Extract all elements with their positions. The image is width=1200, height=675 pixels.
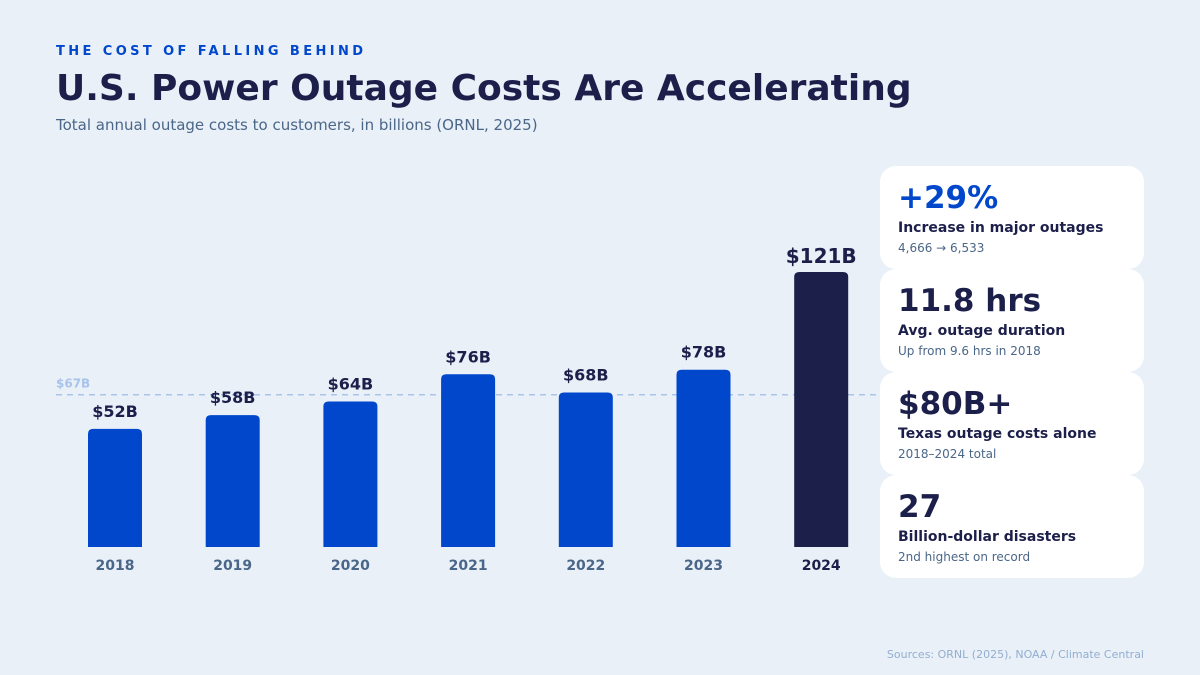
category-label: 2023 — [684, 558, 723, 574]
stat-note: Up from 9.6 hrs in 2018 — [898, 344, 1041, 358]
page-title: U.S. Power Outage Costs Are Accelerating — [56, 68, 912, 109]
bar-value-label: $68B — [563, 365, 609, 384]
stat-card-texas: $80B+ Texas outage costs alone 2018–2024… — [880, 372, 1144, 475]
sources-note: Sources: ORNL (2025), NOAA / Climate Cen… — [886, 648, 1144, 661]
stat-value: +29% — [898, 180, 999, 216]
stat-card-outages: +29% Increase in major outages 4,666 → 6… — [880, 166, 1144, 269]
stat-label: Billion-dollar disasters — [898, 529, 1077, 545]
bar-value-label: $64B — [328, 375, 374, 394]
stat-card-duration: 11.8 hrs Avg. outage duration Up from 9.… — [880, 269, 1144, 372]
bar-value-label: $58B — [210, 388, 256, 407]
stat-label: Texas outage costs alone — [898, 426, 1097, 442]
category-label: 2019 — [213, 558, 252, 574]
stat-note: 2nd highest on record — [898, 550, 1031, 564]
page-subtitle: Total annual outage costs to customers, … — [56, 116, 538, 134]
category-label: 2022 — [566, 558, 605, 574]
bar-chart: $67B$52B 2018 $58B 2019 $64B 2020 $76B 2021 $68B… — [56, 244, 880, 574]
category-label: 2024 — [802, 558, 841, 574]
bar — [88, 428, 142, 547]
bar-value-label: $52B — [92, 402, 138, 421]
bar-value-label: $76B — [445, 347, 491, 366]
bar — [676, 369, 731, 547]
category-label: 2021 — [449, 558, 488, 574]
stat-note: 4,666 → 6,533 — [898, 241, 985, 255]
bar-value-label: $78B — [681, 343, 727, 362]
stat-value: 11.8 hrs — [898, 283, 1042, 319]
eyebrow-label: THE COST OF FALLING BEHIND — [56, 44, 367, 59]
bar-value-label: $121B — [786, 244, 857, 268]
category-label: 2018 — [96, 558, 135, 574]
category-label: 2020 — [331, 558, 370, 574]
stat-label: Increase in major outages — [898, 220, 1104, 236]
stat-note: 2018–2024 total — [898, 447, 997, 461]
bar — [794, 272, 849, 547]
stat-label: Avg. outage duration — [898, 323, 1066, 339]
bar — [323, 401, 378, 547]
reference-line-label: $67B — [56, 377, 90, 391]
stat-card-disasters: 27 Billion-dollar disasters 2nd highest … — [880, 475, 1144, 578]
bar — [205, 415, 260, 547]
stat-value: $80B+ — [898, 386, 1013, 422]
bar — [441, 374, 496, 547]
stat-value: 27 — [898, 489, 942, 525]
bar — [558, 392, 613, 547]
